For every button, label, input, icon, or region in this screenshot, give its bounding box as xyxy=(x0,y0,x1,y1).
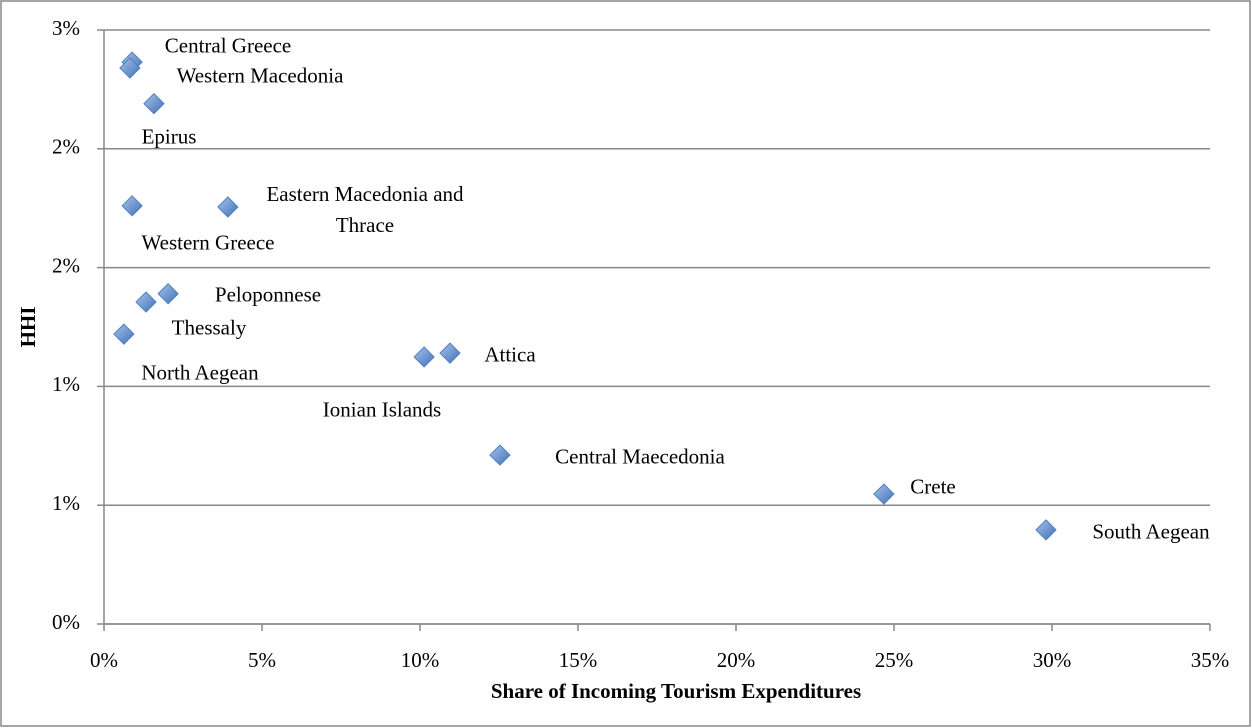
point-label: Western Greece xyxy=(141,230,275,255)
point xyxy=(121,195,143,217)
y-tick-label: 3% xyxy=(52,16,80,40)
point-label: Thessaly xyxy=(171,315,247,340)
point xyxy=(113,323,135,345)
x-tick-label: 20% xyxy=(717,648,756,672)
point xyxy=(135,291,157,313)
y-tick-label: 1% xyxy=(52,372,80,396)
point-label: Epirus xyxy=(141,124,197,149)
point-label: South Aegean xyxy=(1092,519,1210,544)
point-label: Eastern Macedonia and Thrace xyxy=(266,182,464,237)
point-label: North Aegean xyxy=(141,360,259,385)
point xyxy=(143,92,165,115)
x-tick-label: 10% xyxy=(401,648,440,672)
point-label: Peloponnese xyxy=(214,282,322,307)
y-axis-title: HHI xyxy=(16,307,40,348)
x-tick-label: 30% xyxy=(1033,648,1072,672)
point xyxy=(439,342,461,364)
point xyxy=(119,57,141,79)
y-tick-label: 0% xyxy=(52,610,80,634)
point-label: Ionian Islands xyxy=(322,397,442,422)
x-tick-label: 15% xyxy=(559,648,598,672)
point xyxy=(217,196,239,218)
point-label: Attica xyxy=(484,342,536,367)
x-tick-label: 5% xyxy=(248,648,276,672)
point xyxy=(413,346,435,368)
point-label: Crete xyxy=(910,474,956,499)
point-label: Central Maecedonia xyxy=(555,444,725,469)
x-tick-label: 25% xyxy=(875,648,914,672)
y-tick-label: 1% xyxy=(52,491,80,515)
x-axis-title: Share of Incoming Tourism Expenditures xyxy=(491,679,861,703)
point xyxy=(489,444,511,466)
point xyxy=(157,283,179,305)
x-tick-label: 35% xyxy=(1191,648,1230,672)
x-tick-label: 0% xyxy=(90,648,118,672)
point xyxy=(873,483,895,505)
y-tick-label: 2% xyxy=(52,253,80,277)
y-tick-label: 2% xyxy=(52,135,80,159)
point-label: Central Greece xyxy=(164,33,292,58)
point xyxy=(1035,519,1057,541)
point-label: Western Macedonia xyxy=(176,63,344,88)
